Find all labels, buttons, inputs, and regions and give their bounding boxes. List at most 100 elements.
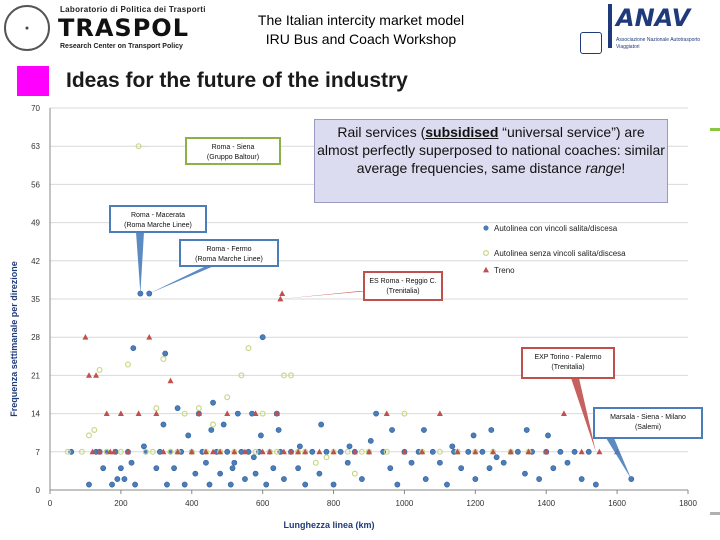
data-point-autolinea-vincoli	[109, 481, 115, 488]
traspol-logo: ● Laboratorio di Politica dei Trasporti …	[4, 3, 205, 51]
data-point-autolinea-vincoli	[387, 465, 394, 472]
data-point-treno	[124, 448, 131, 455]
data-point-autolinea-vincoli	[162, 350, 169, 357]
data-point-treno	[85, 372, 92, 378]
data-point-autolinea-vincoli	[234, 410, 241, 417]
data-point-treno	[330, 448, 337, 455]
data-point-autolinea-vincoli	[210, 399, 216, 406]
data-point-autolinea-vincoli	[259, 334, 266, 341]
data-point-autolinea-vincoli	[263, 481, 270, 488]
data-point-autolinea-senza-vincoli	[117, 448, 124, 455]
note-part1: Rail services (	[337, 124, 426, 140]
x-axis-label: Lunghezza linea (km)	[283, 520, 374, 530]
y-tick-label: 28	[31, 333, 40, 342]
legend-label: Autolinea senza vincoli salita/discesa	[494, 249, 626, 258]
x-tick-label: 1000	[396, 499, 414, 508]
callout-box	[185, 137, 281, 165]
data-point-autolinea-vincoli	[203, 459, 209, 466]
data-point-autolinea-vincoli	[514, 448, 521, 455]
y-tick-label: 35	[31, 295, 40, 304]
data-point-autolinea-vincoli	[330, 481, 337, 488]
data-point-treno	[419, 448, 426, 455]
data-point-treno	[252, 410, 259, 416]
data-point-autolinea-senza-vincoli	[280, 372, 287, 379]
callout-operator-label: (Gruppo Baltour)	[207, 154, 259, 161]
data-point-autolinea-vincoli	[373, 410, 379, 417]
data-point-autolinea-vincoli	[367, 437, 374, 444]
data-point-autolinea-senza-vincoli	[160, 356, 167, 363]
data-point-autolinea-vincoli	[316, 470, 323, 477]
data-point-autolinea-vincoli	[229, 465, 236, 472]
data-point-autolinea-vincoli	[394, 481, 401, 488]
data-point-autolinea-vincoli	[86, 481, 92, 488]
data-point-autolinea-vincoli	[117, 465, 124, 472]
data-point-autolinea-vincoli	[444, 481, 450, 488]
data-point-treno	[195, 410, 202, 416]
data-point-autolinea-vincoli	[337, 448, 344, 455]
data-point-autolinea-vincoli	[458, 465, 465, 472]
data-point-treno	[110, 448, 117, 455]
callout-operator-label: (Trenitalia)	[551, 364, 584, 371]
data-point-autolinea-senza-vincoli	[195, 405, 202, 412]
data-point-autolinea-vincoli	[171, 465, 177, 472]
data-point-autolinea-vincoli	[281, 476, 287, 482]
data-point-treno	[436, 410, 443, 416]
y-tick-label: 21	[31, 371, 40, 380]
callout-box	[363, 271, 443, 301]
data-point-autolinea-vincoli	[217, 470, 224, 477]
data-point-autolinea-vincoli	[429, 448, 436, 455]
callout-operator-label: (Salemi)	[635, 424, 661, 431]
x-tick-label: 600	[256, 499, 270, 508]
data-point-autolinea-vincoli	[164, 481, 170, 488]
data-point-autolinea-senza-vincoli	[245, 345, 252, 352]
data-point-autolinea-vincoli	[523, 427, 530, 433]
data-point-treno	[543, 448, 550, 455]
y-tick-label: 70	[31, 104, 40, 113]
callout-operator-label: (Roma Marche Linee)	[195, 256, 263, 263]
data-point-autolinea-vincoli	[227, 481, 234, 488]
data-point-autolinea-vincoli	[465, 448, 472, 455]
data-point-treno	[454, 448, 461, 455]
data-point-treno	[96, 448, 103, 455]
data-point-autolinea-vincoli	[421, 427, 427, 433]
data-point-treno	[160, 448, 167, 455]
data-point-autolinea-senza-vincoli	[124, 361, 131, 368]
callout-pointer	[280, 291, 368, 299]
x-tick-label: 1800	[679, 499, 697, 508]
grey-accent-line	[710, 512, 720, 515]
data-point-autolinea-senza-vincoli	[142, 448, 149, 455]
anav-emblem-icon	[580, 32, 602, 54]
data-point-autolinea-vincoli	[309, 448, 316, 455]
callout-box	[593, 407, 703, 439]
data-point-treno	[472, 448, 479, 455]
callout-box	[109, 205, 207, 233]
data-point-autolinea-vincoli	[472, 476, 479, 482]
data-point-treno	[280, 448, 287, 455]
data-point-autolinea-senza-vincoli	[259, 410, 266, 417]
data-point-treno	[507, 448, 514, 455]
data-point-autolinea-senza-vincoli	[135, 143, 142, 150]
note-subsidised: subsidised	[425, 124, 499, 140]
data-point-autolinea-senza-vincoli	[96, 366, 103, 373]
data-point-autolinea-vincoli	[323, 448, 330, 455]
anav-name: ANAV	[616, 4, 691, 32]
data-point-autolinea-vincoli	[302, 481, 309, 488]
data-point-treno	[295, 448, 302, 455]
callout-route-label: Marsala - Siena - Milano	[610, 414, 686, 421]
note-range: range	[585, 160, 622, 176]
data-point-autolinea-vincoli	[522, 470, 528, 477]
x-tick-label: 200	[114, 499, 128, 508]
data-point-treno	[288, 448, 295, 455]
data-point-autolinea-vincoli	[146, 290, 153, 297]
anav-logo: ANAV Associazione Nazionale Autotrasport…	[580, 4, 720, 56]
y-tick-label: 42	[31, 257, 40, 266]
data-point-treno	[231, 448, 238, 455]
data-point-treno	[596, 448, 603, 455]
data-point-autolinea-vincoli	[493, 454, 500, 461]
section-marker	[17, 66, 49, 96]
anav-subtitle: Associazione Nazionale Autotrasporto Via…	[616, 37, 701, 50]
traspol-center-line: Research Center on Transport Policy	[60, 43, 183, 50]
data-point-treno	[259, 448, 266, 455]
data-point-treno	[188, 448, 195, 455]
data-point-autolinea-vincoli	[536, 476, 543, 482]
